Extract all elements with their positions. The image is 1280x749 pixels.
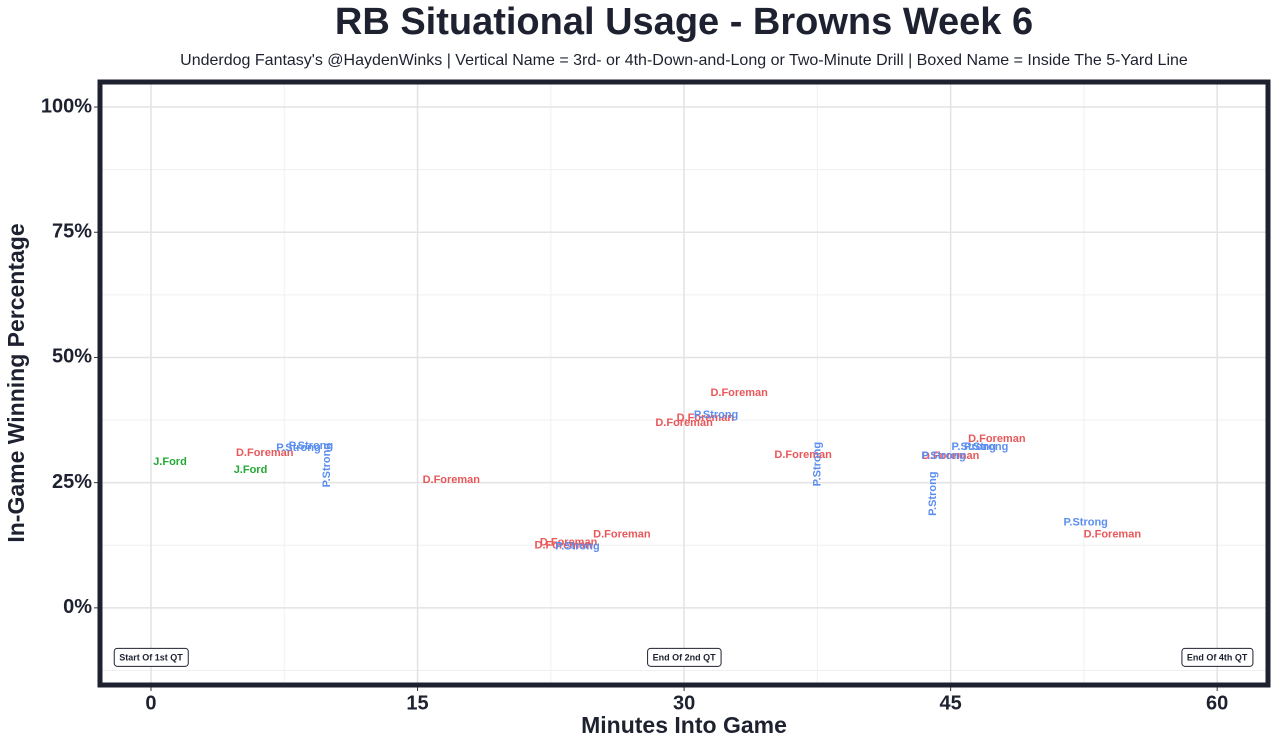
data-label: P.Strong <box>921 450 965 462</box>
x-tick-label: 0 <box>145 692 156 714</box>
annotation-box <box>647 647 722 667</box>
data-label: P.Strong <box>694 409 738 421</box>
annotation: Start Of 1st QT <box>113 647 189 667</box>
annotation: End Of 2nd QT <box>647 647 722 667</box>
data-label: D.Foreman <box>655 417 713 429</box>
y-axis-title: In-Game Winning Percentage <box>3 223 29 542</box>
x-tick-label: 45 <box>940 692 962 714</box>
data-label: D.Foreman <box>677 412 735 424</box>
annotation-box <box>1181 647 1254 667</box>
annotation-label: End Of 2nd QT <box>653 652 716 662</box>
x-tick-label: 60 <box>1206 692 1228 714</box>
data-label: D.Foreman <box>423 474 481 486</box>
x-tick-label: 15 <box>406 692 428 714</box>
data-label: D.Foreman <box>774 449 832 461</box>
data-label: P.Strong <box>952 441 996 453</box>
chart-title: RB Situational Usage - Browns Week 6 <box>335 1 1033 43</box>
data-label: D.Foreman <box>236 447 294 459</box>
x-tick-label: 30 <box>673 692 695 714</box>
data-label: P.Strong <box>811 442 823 486</box>
data-label: P.Strong <box>555 541 599 553</box>
annotation-box <box>113 647 189 667</box>
data-label: J.Ford <box>234 464 268 476</box>
y-tick-label: 75% <box>52 221 92 243</box>
data-label: P.Strong <box>289 440 333 452</box>
y-tick-label: 25% <box>52 471 92 493</box>
x-axis-title: Minutes Into Game <box>581 712 787 738</box>
y-tick-label: 0% <box>63 596 92 618</box>
data-label: D.Foreman <box>922 450 980 462</box>
data-label: D.Foreman <box>540 537 598 549</box>
y-tick-label: 50% <box>52 346 92 368</box>
data-label: P.Strong <box>321 443 333 487</box>
data-label: P.Strong <box>276 442 320 454</box>
data-label: D.Foreman <box>1084 529 1142 541</box>
annotation: End Of 4th QT <box>1181 647 1254 667</box>
annotation-label: Start Of 1st QT <box>119 652 183 662</box>
data-label: D.Foreman <box>535 540 593 552</box>
data-label: D.Foreman <box>593 529 651 541</box>
annotation-label: End Of 4th QT <box>1187 652 1248 662</box>
data-label: D.Foreman <box>710 387 768 399</box>
data-label: P.Strong <box>927 471 939 515</box>
data-label: J.Ford <box>153 456 187 468</box>
data-label: P.Strong <box>1063 517 1107 529</box>
data-label: P.Strong <box>964 441 1008 453</box>
chart-subtitle: Underdog Fantasy's @HaydenWinks | Vertic… <box>180 52 1188 69</box>
y-tick-label: 100% <box>41 95 92 117</box>
data-label: D.Foreman <box>968 433 1026 445</box>
plot-frame <box>97 79 1271 688</box>
